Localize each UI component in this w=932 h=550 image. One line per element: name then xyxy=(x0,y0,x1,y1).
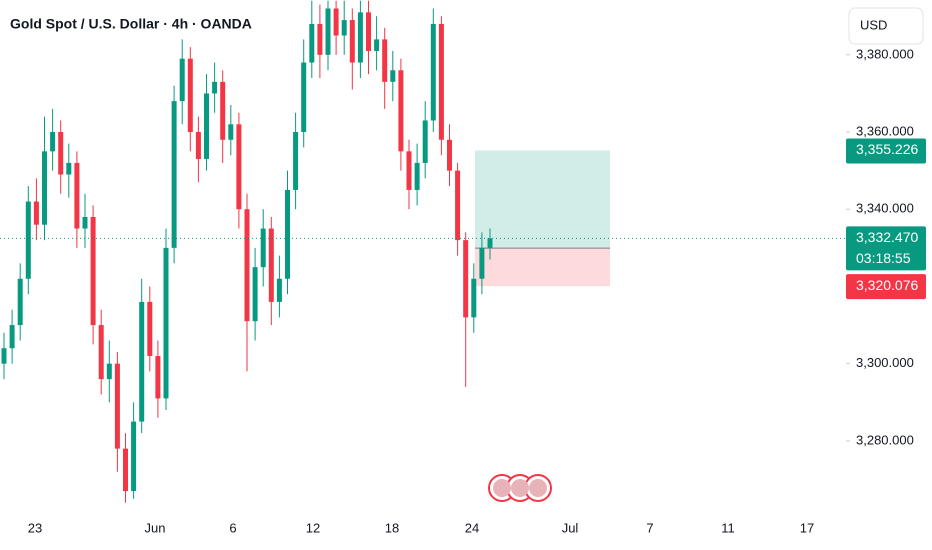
candle-body xyxy=(309,23,315,63)
chart-title: Gold Spot / U.S. Dollar · 4h · OANDA xyxy=(10,16,252,32)
candle-body xyxy=(406,151,412,190)
candle-body xyxy=(212,81,218,94)
candle-body xyxy=(276,278,282,302)
candle-body xyxy=(82,216,88,229)
event-icons xyxy=(488,474,552,502)
candle-body xyxy=(220,81,226,140)
y-tick-label: 3,360.000 xyxy=(856,123,914,138)
x-tick-label: Jul xyxy=(562,520,579,535)
x-tick-label: 12 xyxy=(306,520,320,535)
candle-body xyxy=(374,39,380,51)
last-price-label: 3,332.470 xyxy=(856,229,918,245)
candle-body xyxy=(390,70,396,82)
candle-body xyxy=(50,132,56,152)
candle-body xyxy=(414,162,420,190)
candle-body xyxy=(131,421,137,492)
candle-body xyxy=(455,170,461,241)
candle-body xyxy=(17,278,23,326)
candle-body xyxy=(430,23,436,121)
candle-body xyxy=(252,267,258,322)
x-tick-label: 24 xyxy=(465,520,479,535)
x-tick-label: Jun xyxy=(145,520,166,535)
candle-body xyxy=(9,325,15,349)
candle-body xyxy=(123,448,128,492)
candle-body xyxy=(325,8,331,55)
stop-label: 3,320.076 xyxy=(856,277,918,293)
candle-body xyxy=(66,162,72,175)
candle-body xyxy=(333,8,339,36)
candle-body xyxy=(301,62,307,133)
candle-body xyxy=(74,162,80,229)
candle-body xyxy=(33,201,39,225)
candle-body xyxy=(228,124,234,140)
candle-body xyxy=(195,132,201,160)
candle-body xyxy=(179,58,185,102)
candle-body xyxy=(114,363,120,449)
x-tick-label: 23 xyxy=(28,520,42,535)
candle-body xyxy=(244,209,250,322)
candle-body xyxy=(447,139,452,171)
stop-box xyxy=(846,274,926,300)
candle-body xyxy=(398,70,404,152)
y-tick-label: 3,340.000 xyxy=(856,201,914,216)
candle-body xyxy=(58,132,64,175)
candle-body xyxy=(357,12,363,63)
last-price-box xyxy=(846,226,926,271)
candle-body xyxy=(163,247,169,399)
candle-body xyxy=(438,23,444,140)
candle-body xyxy=(487,238,493,248)
candle-body xyxy=(139,301,145,422)
target-label: 3,355.226 xyxy=(856,141,918,157)
candle-body xyxy=(382,39,388,82)
candle-body xyxy=(268,228,274,302)
candle-body xyxy=(293,132,299,190)
loss-zone xyxy=(475,248,610,287)
candle-body xyxy=(260,228,266,268)
candle-body xyxy=(317,23,323,55)
candle-body xyxy=(285,189,290,279)
candle-body xyxy=(236,124,242,210)
candle-body xyxy=(471,278,477,318)
y-tick-label: 3,380.000 xyxy=(856,46,914,61)
candle-body xyxy=(171,101,177,248)
x-tick-label: 11 xyxy=(721,520,735,535)
y-tick-label: 3,280.000 xyxy=(856,432,914,447)
plot-area xyxy=(1,0,610,503)
candle-body xyxy=(349,20,355,63)
candle-body xyxy=(147,301,153,356)
x-tick-label: 18 xyxy=(385,520,399,535)
last-price-countdown: 03:18:55 xyxy=(856,250,911,266)
candle-body xyxy=(98,325,104,380)
profit-zone xyxy=(475,150,610,249)
target-box xyxy=(846,138,926,164)
currency-button[interactable] xyxy=(848,7,924,45)
candle-body xyxy=(90,216,96,326)
x-tick-label: 17 xyxy=(800,520,814,535)
candle-body xyxy=(187,58,193,133)
candle-body xyxy=(25,201,31,279)
x-tick-label: 6 xyxy=(229,520,236,535)
candle-body xyxy=(204,93,209,160)
y-tick-label: 3,300.000 xyxy=(856,355,914,370)
candle-body xyxy=(463,240,469,318)
candle-body xyxy=(422,120,428,163)
candle-body xyxy=(42,151,47,225)
candle-body xyxy=(479,247,485,279)
x-tick-label: 7 xyxy=(646,520,653,535)
candle-body xyxy=(155,355,161,399)
candle-body xyxy=(106,363,112,380)
candle-body xyxy=(341,20,347,36)
candle-body xyxy=(366,12,371,51)
candle-body xyxy=(1,348,7,364)
currency[interactable]: USD xyxy=(860,17,887,32)
